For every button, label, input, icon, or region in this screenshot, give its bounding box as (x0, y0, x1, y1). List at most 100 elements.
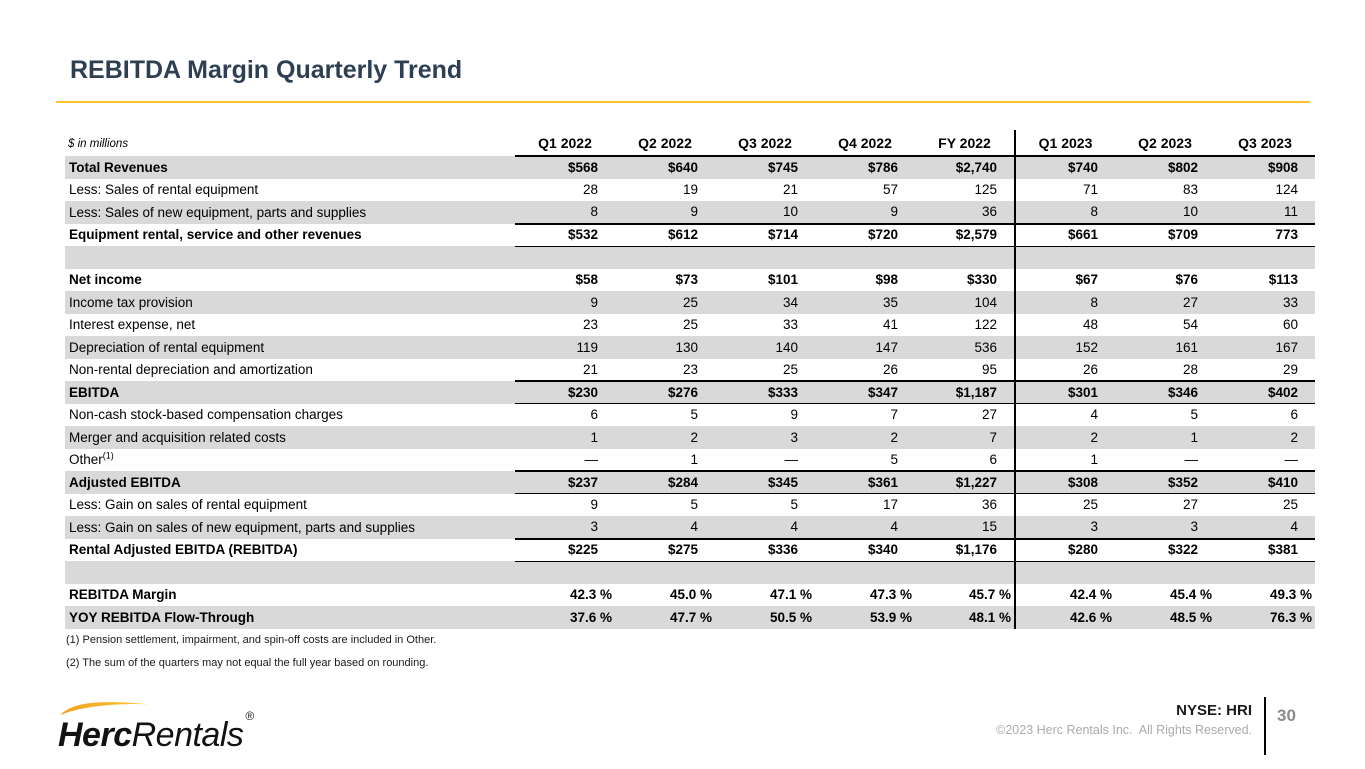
table-cell: 17 (882, 497, 898, 513)
table-cell: 7 (890, 407, 898, 423)
table-cell (1015, 561, 1115, 584)
table-row: Adjusted EBITDA $237 $284 $345 $361 $1,227 $30… (65, 470, 1315, 494)
table-row: Merger and acquisition related costs 1 2 3 2… (65, 426, 1315, 449)
table-row: Other(1) — 1 — 5 6 1 — — (65, 448, 1315, 471)
table-row: Income tax provision 9 25 34 35 104 8 27 33 (65, 291, 1315, 314)
row-label: Less: Gain on sales of rental equipment (69, 497, 307, 512)
row-label: Non-rental depreciation and amortization (69, 362, 313, 377)
row-label: YOY REBITDA Flow-Through (69, 609, 255, 625)
table-cell: 47.3 % (869, 587, 912, 602)
table-cell: 48.1 % (915, 606, 1016, 629)
table-cell: $720 (815, 222, 915, 247)
row-label: Rental Adjusted EBITDA (REBITDA) (69, 542, 298, 557)
table-cell: 25 (1082, 497, 1098, 513)
table-cell: 5 (790, 497, 798, 513)
table-row: EBITDA $230 $276 $333 $347 $1,187 $301 $346 $402 (65, 380, 1315, 404)
table-cell: 42.4 % (1069, 587, 1112, 602)
table-cell: 3 (1090, 519, 1098, 534)
table-cell: 19 (682, 182, 698, 197)
table-cell: $640 (667, 160, 698, 175)
row-label: REBITDA Margin (69, 587, 177, 602)
table-cell: 83 (1182, 182, 1198, 197)
table-row: REBITDA Margin 42.3 % 45.0 % 47.1 % 47.3 % 45… (65, 583, 1315, 606)
table-cell: 167 (1275, 339, 1298, 355)
row-label: Income tax provision (69, 294, 193, 310)
table-cell (515, 561, 615, 584)
table-cell: $280 (1015, 537, 1115, 562)
table-cell: 4 (690, 519, 698, 534)
table-cell: $2,579 (915, 222, 1016, 247)
logo-rentals: Rentals (131, 716, 244, 754)
table-cell: 147 (875, 339, 898, 355)
table-cell: $73 (675, 272, 698, 287)
table-cell: 15 (915, 516, 1016, 539)
table-cell: — (584, 451, 599, 467)
footnotes: (1) Pension settlement, impairment, and … (66, 634, 436, 680)
table-cell: $336 (715, 537, 815, 562)
table-cell: 95 (915, 358, 1016, 381)
row-label (65, 561, 515, 584)
spacer-row (65, 561, 1315, 584)
footnote-1: (1) Pension settlement, impairment, and … (66, 634, 437, 646)
table-cell: $1,227 (915, 470, 1016, 494)
table-cell: 8 (590, 204, 598, 219)
row-label: Less: Gain on sales of new equipment, pa… (69, 519, 415, 535)
table-cell: $346 (1115, 380, 1215, 404)
table-row: Non-rental depreciation and amortization… (65, 358, 1315, 381)
table-cell: 45.4 % (1169, 587, 1212, 602)
table-cell: 104 (915, 291, 1016, 314)
table-cell: 21 (582, 361, 598, 377)
table-cell: $532 (515, 222, 615, 247)
table-cell: 50.5 % (769, 609, 812, 625)
table-cell: 5 (890, 451, 898, 467)
table-cell: $275 (615, 537, 715, 562)
table-cell: 37.6 % (569, 609, 612, 625)
table-cell: 29 (1282, 361, 1298, 377)
table-cell: $113 (1268, 272, 1298, 287)
table-cell: $322 (1115, 537, 1215, 562)
table-row: YOY REBITDA Flow-Through 37.6 % 47.7 % 50.5… (65, 606, 1315, 629)
table-cell: 125 (915, 178, 1016, 201)
table-cell: 47.1 % (769, 587, 812, 602)
table-cell (1115, 561, 1215, 584)
table-row: Rental Adjusted EBITDA (REBITDA) $225 $275… (65, 537, 1315, 562)
table-cell: $612 (615, 222, 715, 247)
table-cell: $67 (1075, 272, 1098, 287)
table-cell: 36 (915, 201, 1016, 224)
spacer-row (65, 246, 1315, 269)
table-cell: $745 (767, 160, 798, 175)
table-cell: $381 (1215, 537, 1315, 562)
table-row: Equipment rental, service and other reve… (65, 222, 1315, 247)
table-cell: $661 (1015, 222, 1115, 247)
table-cell: $58 (575, 272, 598, 287)
table-cell (815, 246, 915, 269)
table-cell: 60 (1282, 317, 1298, 332)
table-cell: $347 (815, 380, 915, 404)
logo-swoosh-icon (60, 702, 151, 716)
table-row: Less: Gain on sales of new equipment, pa… (65, 516, 1315, 539)
herc-rentals-logo: HercRentals ® (50, 697, 280, 755)
table-cell (915, 561, 1016, 584)
row-label: Adjusted EBITDA (69, 474, 181, 490)
table-cell: 9 (590, 497, 598, 513)
column-header: Q3 2023 (1215, 130, 1315, 157)
page-title: REBITDA Margin Quarterly Trend (70, 56, 463, 84)
table-cell (1215, 246, 1315, 269)
table-cell: $1,176 (915, 537, 1016, 562)
table-cell: 9 (690, 204, 698, 219)
table-cell: 9 (790, 407, 798, 423)
table-cell: 3 (1190, 519, 1198, 534)
table-cell: 27 (915, 403, 1016, 426)
table-cell: 536 (915, 336, 1016, 359)
table-row: Total Revenues $568 $640 $745 $786 $2,740 $740… (65, 156, 1315, 179)
table-cell: 4 (1090, 407, 1098, 423)
table-cell: 48.5 % (1169, 609, 1212, 625)
row-label: Merger and acquisition related costs (69, 429, 286, 445)
table-cell: 35 (882, 294, 898, 310)
row-label: Less: Sales of new equipment, parts and … (69, 204, 367, 220)
table-cell: 9 (890, 204, 898, 219)
logo-wordmark: HercRentals ® (58, 709, 254, 755)
table-cell: 5 (690, 497, 698, 513)
table-cell: 1 (690, 451, 698, 467)
